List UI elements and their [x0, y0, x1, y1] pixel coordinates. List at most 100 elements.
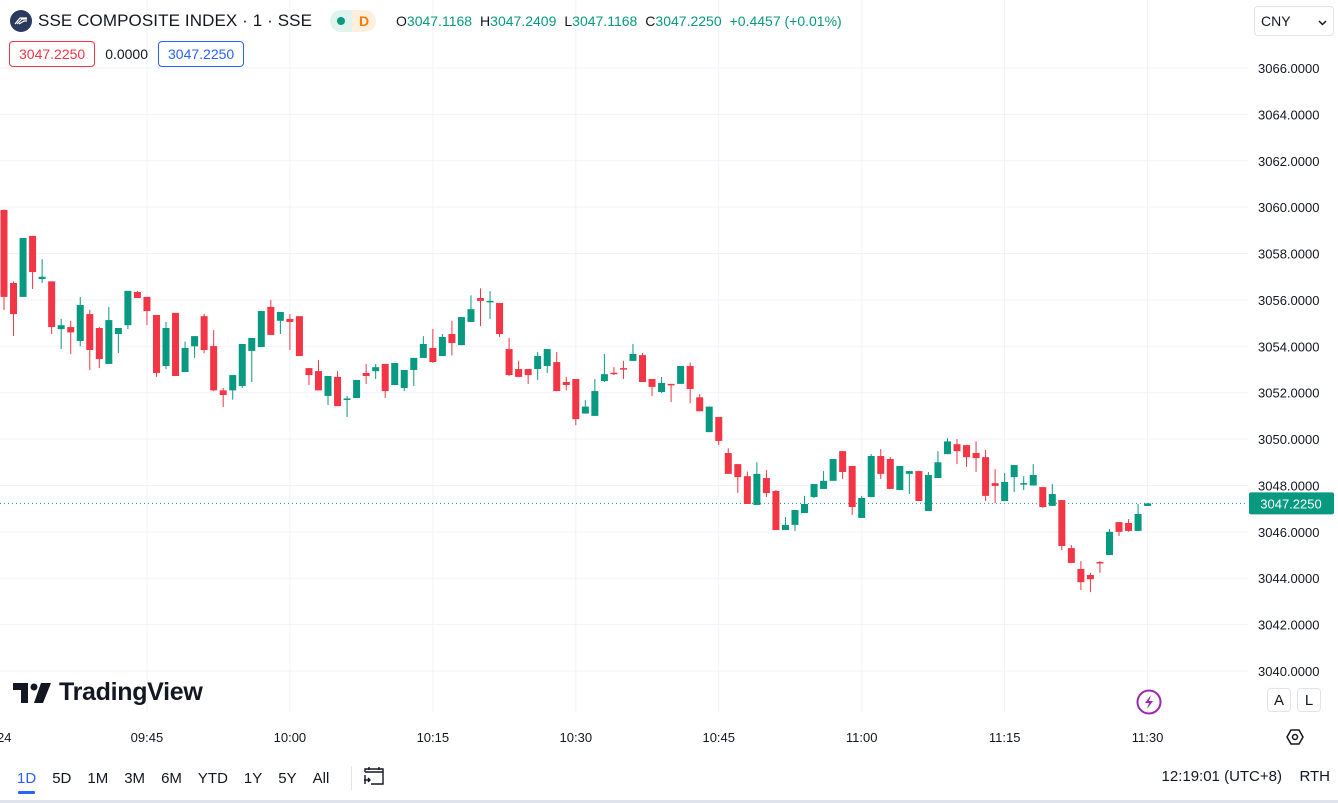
tradingview-logo[interactable]: TradingView	[13, 678, 203, 707]
candle	[372, 363, 380, 380]
clock-timezone[interactable]: 12:19:01 (UTC+8)	[1161, 768, 1282, 785]
lightning-icon[interactable]	[1136, 689, 1162, 720]
range-1m[interactable]: 1M	[87, 769, 109, 787]
candle	[67, 320, 75, 354]
sse-logo-icon	[10, 10, 32, 32]
candle	[762, 470, 770, 498]
candle	[820, 471, 828, 489]
candle	[829, 459, 837, 481]
candle-body	[886, 459, 894, 489]
go-to-date-calendar-icon[interactable]	[362, 764, 386, 793]
time-tick-label: 10:00	[274, 730, 307, 745]
currency-select[interactable]: CNY	[1254, 6, 1334, 36]
candle	[1058, 500, 1066, 551]
candle	[124, 290, 132, 330]
candle-body	[391, 363, 399, 386]
range-1y[interactable]: 1Y	[243, 769, 263, 787]
sell-price-button[interactable]: 3047.2250	[9, 41, 96, 67]
candle	[496, 302, 504, 338]
candle	[276, 311, 284, 335]
market-status-pill[interactable]: D	[330, 10, 377, 32]
auto-scale-button[interactable]: A	[1267, 688, 1291, 712]
range-ytd[interactable]: YTD	[197, 769, 228, 787]
candle	[686, 362, 694, 404]
candle	[705, 406, 713, 433]
session-button[interactable]: RTH	[1299, 768, 1330, 785]
candle	[181, 341, 189, 373]
candle	[982, 449, 990, 502]
range-5d[interactable]: 5D	[52, 769, 72, 787]
candle	[477, 288, 484, 327]
last-price-tag	[1249, 492, 1334, 515]
symbol-title[interactable]: SSE COMPOSITE INDEX · 1 · SSE	[38, 11, 313, 30]
candle-body	[963, 445, 971, 458]
candle	[172, 312, 180, 376]
candle-body	[705, 406, 713, 433]
candle	[400, 369, 408, 392]
candle-body	[257, 311, 265, 348]
candle-body	[629, 353, 637, 361]
candle	[57, 318, 65, 350]
candle-body	[10, 282, 18, 315]
settings-gear-icon[interactable]	[1285, 727, 1305, 752]
range-3m[interactable]: 3M	[124, 769, 146, 787]
candle	[953, 439, 961, 465]
candle-body	[152, 314, 160, 373]
candle	[505, 337, 513, 376]
candle	[600, 353, 608, 383]
candle	[810, 484, 818, 498]
candle-body	[57, 325, 65, 330]
candle-body	[496, 302, 504, 335]
candle-body	[572, 379, 580, 420]
candle	[391, 363, 399, 386]
candle-body	[1039, 487, 1047, 508]
candle-body	[562, 382, 570, 386]
candle-body	[648, 379, 656, 387]
candle-body	[867, 456, 875, 498]
candle-body	[295, 316, 303, 357]
candle	[743, 471, 751, 505]
candle-body	[877, 456, 885, 474]
candle	[410, 357, 418, 386]
price-tick-label: 3052.0000	[1258, 386, 1319, 401]
candle	[438, 334, 446, 357]
candle	[219, 388, 227, 408]
candle-body	[1067, 548, 1075, 563]
candle	[1020, 476, 1028, 491]
candle	[48, 281, 56, 335]
candle-body	[286, 318, 294, 322]
candle	[963, 445, 971, 467]
candle-body	[839, 451, 847, 473]
price-tick-label: 3066.0000	[1258, 61, 1319, 76]
candle	[1039, 487, 1047, 508]
candle	[238, 343, 246, 389]
range-1d[interactable]: 1D	[9, 760, 44, 796]
candlestick-chart[interactable]: 3040.0000 3042.0000 3044.0000 3046.0000 3048…	[0, 0, 1338, 760]
candle-body	[781, 524, 789, 530]
candle-body	[696, 397, 704, 412]
candle-body	[238, 343, 246, 386]
candle	[76, 296, 84, 347]
candle	[267, 299, 275, 335]
range-5y[interactable]: 5Y	[278, 769, 297, 787]
candle	[972, 441, 980, 473]
buy-price-button[interactable]: 3047.2250	[158, 41, 245, 67]
candle-body	[400, 369, 408, 389]
candle-body	[619, 368, 627, 370]
candle	[943, 438, 951, 455]
log-scale-button[interactable]: L	[1297, 688, 1321, 712]
candle	[210, 330, 218, 392]
bottom-toolbar: 1D 5D 1M 3M 6M YTD 1Y 5Y All	[0, 760, 1338, 796]
candle	[905, 471, 913, 495]
low-label: L	[564, 13, 573, 29]
candle-body	[486, 300, 494, 303]
candle-body	[0, 209, 8, 297]
range-all[interactable]: All	[312, 769, 330, 787]
candle-body	[724, 452, 732, 474]
range-6m[interactable]: 6M	[161, 769, 182, 787]
price-tick-label: 3048.0000	[1258, 478, 1319, 493]
symbol-header: SSE COMPOSITE INDEX · 1 · SSE D O3047.11…	[10, 9, 842, 33]
price-tick-label: 3058.0000	[1258, 247, 1319, 262]
candle	[581, 400, 589, 414]
candle-body	[95, 327, 103, 360]
